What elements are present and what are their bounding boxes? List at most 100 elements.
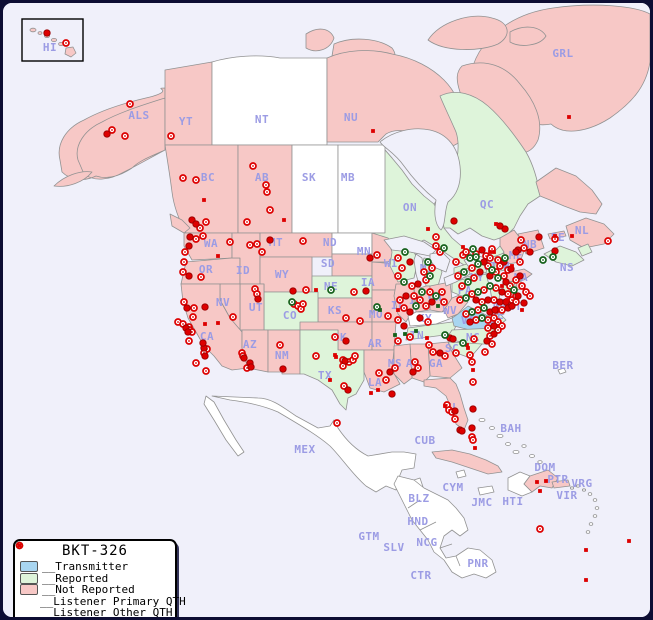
marker-listener-primary-red-solid [344,386,352,394]
marker-listener-primary-red-solid [472,296,480,304]
region-label-NV: NV [216,296,230,309]
marker-listener-primary-red [262,181,270,189]
marker-listener-other-green [403,332,407,336]
marker-listener-primary-red-solid [416,314,424,322]
region-label-AR: AR [368,337,382,350]
marker-listener-primary-red [258,248,266,256]
region-label-HND: HND [407,515,428,528]
marker-listener-primary-red-solid [192,220,200,228]
region-label-HTI: HTI [502,495,523,508]
region-label-ID: ID [236,264,250,277]
marker-listener-primary-red [192,176,200,184]
marker-listener-primary-green [412,302,420,310]
marker-listener-primary-red-solid [451,407,459,415]
marker-listener-other-red [544,479,548,483]
marker-listener-primary-green [432,292,440,300]
marker-listener-primary-red [500,272,508,280]
marker-listener-primary-green [424,258,432,266]
region-label-BLZ: BLZ [408,492,429,505]
legend-swatch-transmitter [20,561,38,573]
marker-listener-primary-red [454,272,462,280]
marker-listener-primary-red [121,132,129,140]
region-sask [291,144,339,234]
marker-listener-primary-red [494,256,502,264]
marker-listener-primary-green [488,266,496,274]
marker-listener-primary-red-solid [466,318,474,326]
legend-swatch-reported [20,572,38,584]
marker-listener-primary-red [452,349,460,357]
marker-listener-primary-red-solid [469,405,477,413]
region-cayman [455,469,467,479]
marker-listener-primary-red [384,312,392,320]
marker-listener-primary-red [469,436,477,444]
border-ncg-ctr [439,543,453,549]
marker-listener-primary-red [202,367,210,375]
marker-listener-primary-red [398,264,406,272]
marker-listener-primary-green [494,274,502,282]
marker-listener-primary-red-solid [186,233,194,241]
region-label-VRG: VRG [571,477,592,490]
marker-listener-primary-green [426,272,434,280]
legend-box: BKT-326 __Transmitter __Reported __Not Rep… [13,539,186,617]
marker-listener-primary-red-solid [247,363,255,371]
marker-listener-primary-green [466,254,474,262]
marker-listener-other-red [538,489,542,493]
marker-listener-primary-red [518,282,526,290]
legend-title: BKT-326 [61,543,128,559]
marker-listener-primary-red-solid [406,308,414,316]
region-label-CO: CO [283,309,297,322]
marker-listener-primary-red [484,324,492,332]
region-label-GRL: GRL [552,47,573,60]
marker-listener-primary-red [474,306,482,314]
marker-listener-primary-red [486,254,494,262]
region-label-VIR: VIR [556,489,577,502]
marker-listener-primary-red-solid [514,292,522,300]
marker-listener-primary-red-solid [484,296,492,304]
marker-listener-primary-red-solid [512,248,520,256]
marker-listener-primary-red [396,296,404,304]
marker-listener-primary-red [425,341,433,349]
marker-listener-primary-red [490,296,498,304]
marker-listener-primary-red [394,272,402,280]
marker-listener-primary-red-solid [436,349,444,357]
region-quebec [433,92,541,241]
marker-listener-primary-green [459,339,467,347]
marker-listener-primary-red-solid [254,295,262,303]
region-label-SLV: SLV [383,541,404,554]
region-label-PNR: PNR [467,557,488,570]
marker-listener-other-green [393,333,397,337]
marker-listener-primary-red [249,162,257,170]
marker-listener-primary-green [501,254,509,262]
hawaii-island [29,27,37,33]
marker-listener-primary-red-solid [516,272,524,280]
region-labrador [535,167,603,215]
marker-listener-other-red [396,308,400,312]
marker-listener-primary-red-solid [184,328,192,336]
marker-listener-other-green [378,308,382,312]
legend-item-listener_other: __Listener Other QTH [17,543,172,617]
region-label-WI: WI [384,257,398,270]
marker-listener-other-red [505,298,509,302]
marker-listener-other-red [494,222,498,226]
legend-items: __Transmitter __Reported __Not Reported __L… [15,541,186,617]
marker-listener-primary-red [179,174,187,182]
map-canvas: HIALSYTNTNUGRLBCABSKMBONQCNLPENBMENSWAMT… [3,3,650,617]
marker-listener-primary-red [498,306,506,314]
marker-listener-primary-red [246,241,254,249]
marker-listener-primary-green [400,278,408,286]
region-arctic-island [305,28,335,52]
marker-listener-primary-red [202,218,210,226]
marker-listener-primary-red [414,364,422,372]
region-label-GA: GA [429,357,443,370]
marker-listener-primary-red-solid [496,298,504,306]
marker-listener-primary-red [462,248,470,256]
marker-listener-primary-red [478,298,486,306]
marker-listener-primary-red-solid [201,352,209,360]
marker-listener-primary-red [432,242,440,250]
legend-item-label: __Listener Primary QTH [40,594,186,608]
legend-item-label: __Not Reported [42,583,135,596]
marker-listener-primary-red-solid [402,292,410,300]
region-label-BAH: BAH [500,422,521,435]
region-label-AZ: AZ [243,338,257,351]
marker-listener-primary-red [410,292,418,300]
